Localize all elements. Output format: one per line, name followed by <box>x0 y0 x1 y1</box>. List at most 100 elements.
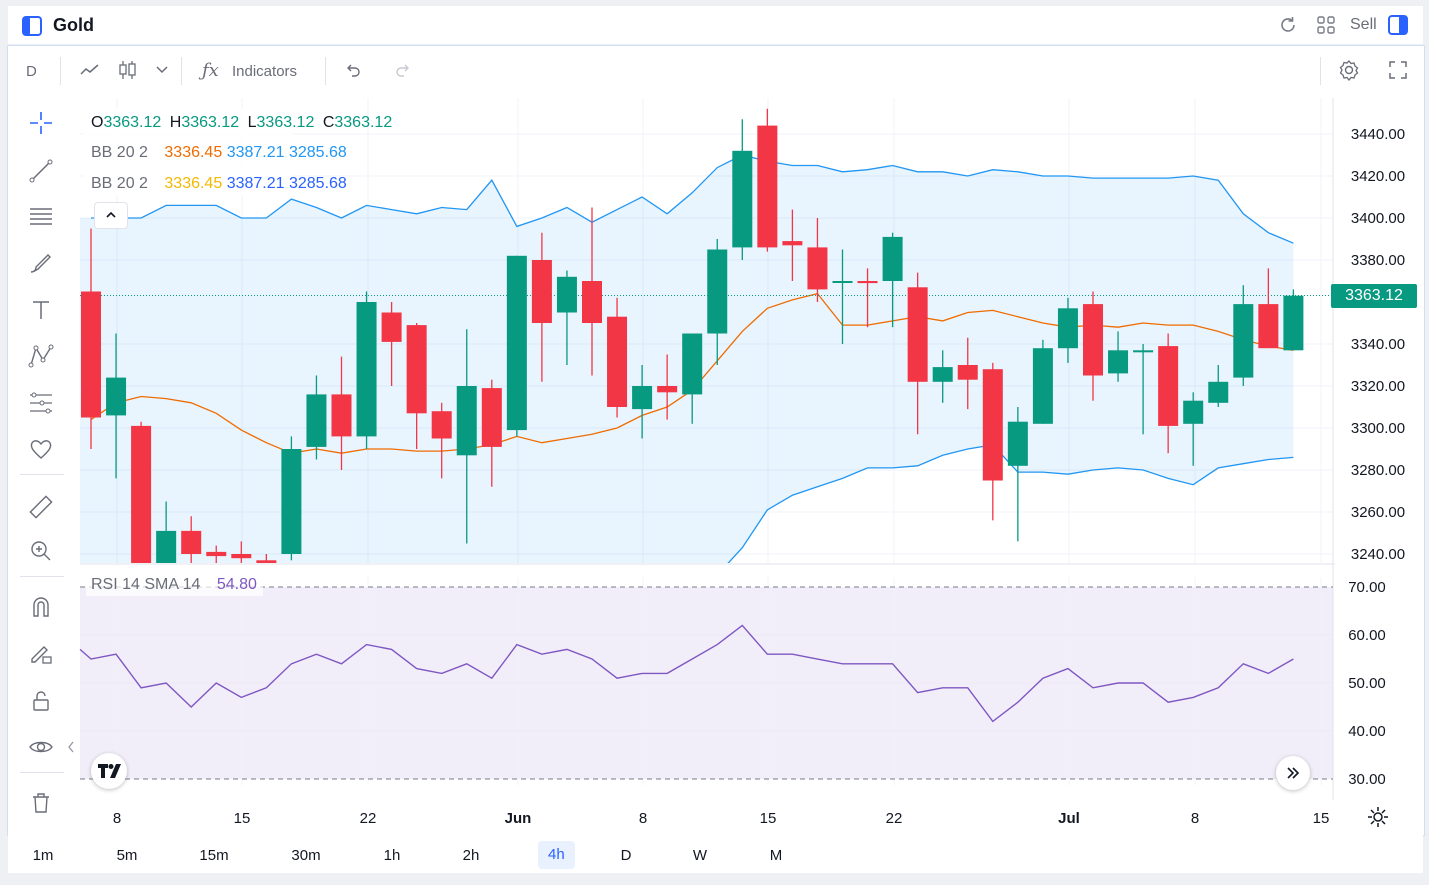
bb-legend-1[interactable]: BB 20 2 3336.45 3387.21 3285.68 <box>91 144 347 162</box>
crosshair-icon[interactable] <box>28 110 54 136</box>
toolbar-divider <box>325 57 326 85</box>
timeframe-D[interactable]: D <box>620 847 632 864</box>
refresh-icon[interactable] <box>1278 15 1298 35</box>
candle-body <box>131 425 152 563</box>
bb-label: BB 20 2 <box>91 144 148 161</box>
candle-body <box>481 388 502 447</box>
rsi-tick-label: 40.00 <box>1348 723 1386 740</box>
forecast-icon[interactable] <box>28 390 54 416</box>
pattern-icon[interactable] <box>28 343 54 369</box>
candle-body <box>431 411 452 439</box>
candle-body <box>732 150 753 248</box>
candle-body <box>982 369 1003 481</box>
bb-lower-value: 3285.68 <box>288 144 347 161</box>
eye-icon[interactable] <box>28 734 54 760</box>
timezone-settings-icon[interactable] <box>1367 806 1389 828</box>
zoom-in-icon[interactable] <box>28 538 54 564</box>
collapse-chevron-icon[interactable] <box>67 741 75 753</box>
candle-body <box>682 333 703 395</box>
candle-body <box>857 281 878 284</box>
panel-toggle-icon[interactable] <box>1388 15 1408 35</box>
candle-body <box>81 291 101 418</box>
indicators-button[interactable]: ƒx Indicators <box>200 58 315 84</box>
low-value: 3363.12 <box>256 114 315 131</box>
candle-body <box>1057 308 1078 349</box>
redo-icon[interactable] <box>394 61 412 79</box>
time-tick-label: 8 <box>639 810 647 827</box>
rsi-legend[interactable]: RSI 14 SMA 14 54.80 <box>86 576 263 596</box>
candle-body <box>331 394 352 437</box>
timeframe-1h[interactable]: 1h <box>383 847 401 864</box>
sell-button[interactable]: Sell <box>1350 16 1377 33</box>
price-tick-label: 3300.00 <box>1351 420 1405 437</box>
time-tick-label: 15 <box>234 810 251 827</box>
timeframe-30m[interactable]: 30m <box>291 847 321 864</box>
trash-icon[interactable] <box>28 790 54 816</box>
chevron-down-icon[interactable] <box>155 64 169 76</box>
candle-body <box>1083 304 1103 376</box>
candle-body <box>381 312 402 342</box>
candle-body <box>231 554 252 559</box>
candle-body <box>657 386 678 393</box>
time-tick-label: 22 <box>360 810 377 827</box>
interval-button[interactable]: D <box>26 63 37 80</box>
candle-body <box>1258 304 1279 349</box>
timeframe-W[interactable]: W <box>692 847 708 864</box>
toolbar-divider <box>181 57 182 85</box>
function-icon: ƒx <box>202 60 219 81</box>
candle-body <box>306 394 327 447</box>
candle-body <box>1108 350 1129 374</box>
candle-body <box>206 551 227 557</box>
fullscreen-icon[interactable] <box>1389 61 1407 79</box>
timeframe-2h[interactable]: 2h <box>462 847 480 864</box>
rsi-line <box>79 624 1294 723</box>
symbol-title: Gold <box>53 15 94 35</box>
bb-upper-line <box>91 154 1294 244</box>
timeframe-15m[interactable]: 15m <box>199 847 229 864</box>
time-tick-label: 15 <box>760 810 777 827</box>
bb-upper-value: 3387.21 <box>226 175 285 192</box>
text-tool-icon[interactable] <box>28 297 54 323</box>
layout-grid-icon[interactable] <box>1316 15 1336 35</box>
tradingview-logo[interactable] <box>91 753 127 789</box>
bb-legend-2[interactable]: BB 20 2 3336.45 3387.21 3285.68 <box>91 175 347 193</box>
unlock-icon[interactable] <box>28 688 54 714</box>
ruler-icon[interactable] <box>28 494 54 520</box>
rsi-tick-label: 70.00 <box>1348 579 1386 596</box>
candle-body <box>1032 348 1053 424</box>
collapse-legend-button[interactable] <box>94 202 128 229</box>
time-tick-label: 8 <box>113 810 121 827</box>
candle-body <box>1283 295 1304 351</box>
candle-body <box>406 325 427 414</box>
fib-lines-icon[interactable] <box>28 204 54 230</box>
time-tick-label: Jun <box>505 810 532 827</box>
candle-body <box>156 530 177 563</box>
time-tick-label: 8 <box>1191 810 1199 827</box>
close-value: 3363.12 <box>334 114 393 131</box>
undo-icon[interactable] <box>344 61 362 79</box>
sidebar-toggle-icon[interactable] <box>22 16 42 36</box>
tv-logo-icon <box>98 764 121 778</box>
candle-body <box>807 247 828 290</box>
scroll-to-realtime-button[interactable] <box>1276 756 1310 790</box>
timeframe-4h[interactable]: 4h <box>538 841 575 869</box>
line-chart-icon[interactable] <box>79 60 101 80</box>
brush-icon[interactable] <box>28 250 54 276</box>
timeframe-1m[interactable]: 1m <box>32 847 54 864</box>
timeframe-M[interactable]: M <box>769 847 783 864</box>
price-tick-label: 3340.00 <box>1351 336 1405 353</box>
lock-pencil-icon[interactable] <box>28 641 54 667</box>
settings-gear-icon[interactable] <box>1338 59 1360 81</box>
timeframe-5m[interactable]: 5m <box>116 847 138 864</box>
trend-line-icon[interactable] <box>28 158 54 184</box>
bb-upper-value: 3387.21 <box>226 144 285 161</box>
heart-icon[interactable] <box>28 436 54 462</box>
price-tick-label: 3440.00 <box>1351 126 1405 143</box>
magnet-icon[interactable] <box>28 594 54 620</box>
candle-body <box>1233 304 1254 378</box>
candle-body <box>356 302 377 437</box>
candles-icon[interactable] <box>117 59 139 81</box>
candles-group <box>81 108 1304 563</box>
double-chevron-right-icon <box>1287 767 1300 779</box>
